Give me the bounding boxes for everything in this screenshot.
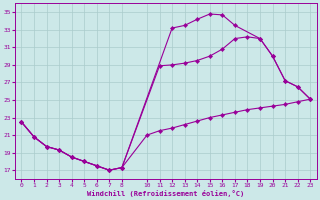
X-axis label: Windchill (Refroidissement éolien,°C): Windchill (Refroidissement éolien,°C) — [87, 190, 244, 197]
